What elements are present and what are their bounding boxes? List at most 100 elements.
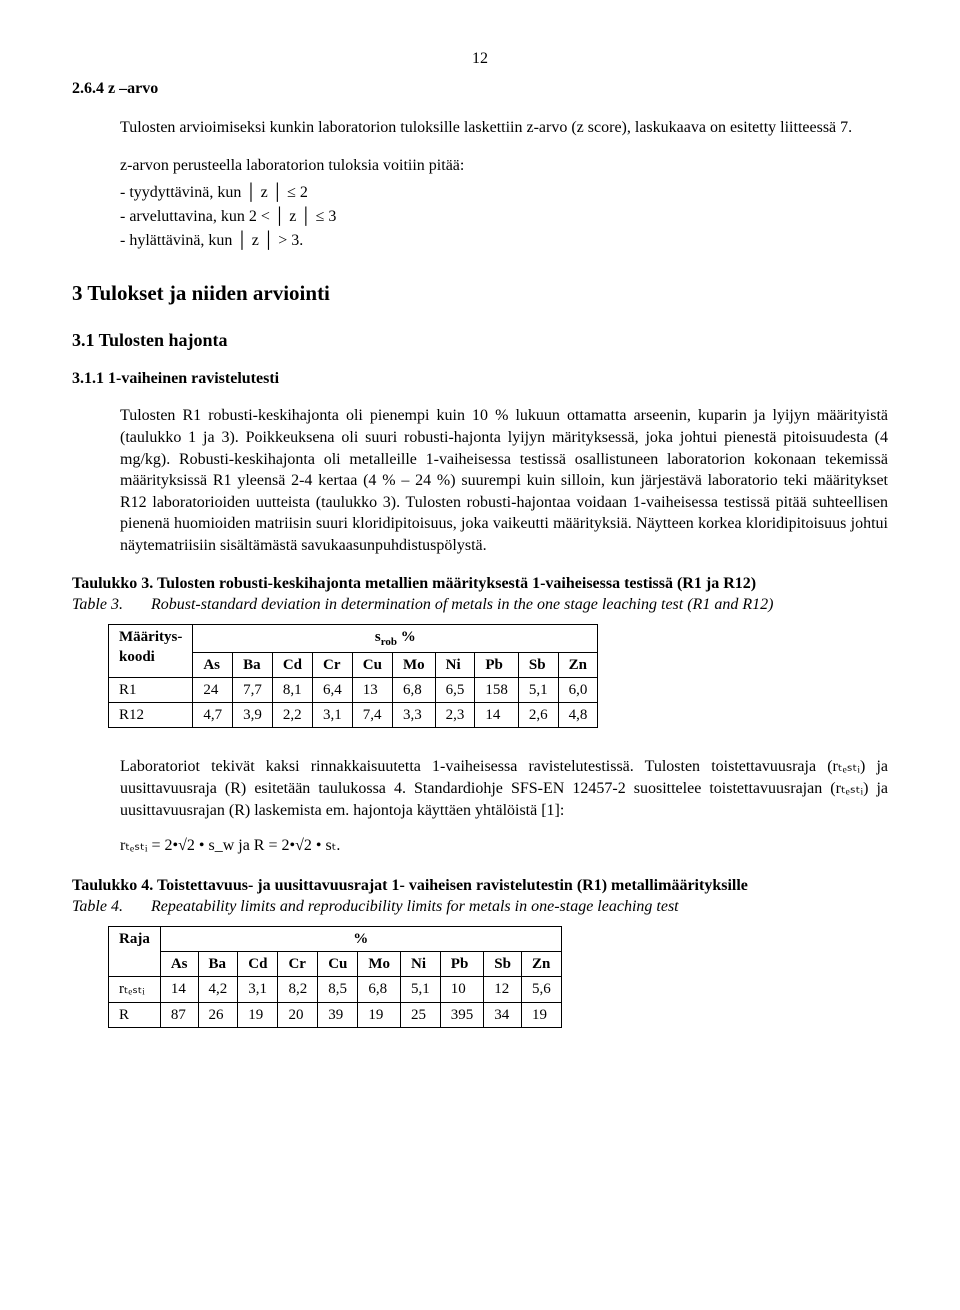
table3-col: Zn [558, 652, 598, 677]
table3-cell: 4,7 [193, 703, 233, 728]
table3-row: R1 24 7,7 8,1 6,4 13 6,8 6,5 158 5,1 6,0 [109, 677, 598, 702]
table3-col: Cd [272, 652, 312, 677]
para-264-2: z-arvon perusteella laboratorion tuloksi… [120, 155, 888, 177]
heading-31: 3.1 Tulosten hajonta [72, 328, 888, 352]
table4-cell: 5,1 [401, 977, 441, 1002]
table4-cell: 34 [484, 1002, 522, 1027]
table3-srob-header: srob % [193, 624, 598, 652]
table3-col: Ba [233, 652, 273, 677]
table3-cell: 6,8 [392, 677, 435, 702]
table4-col: Cd [238, 952, 278, 977]
table3-col: Ni [435, 652, 475, 677]
table4-caption-italic-text: Repeatability limits and reproducibility… [151, 898, 679, 915]
table4-col: Ni [401, 952, 441, 977]
mid-paragraph: Laboratoriot tekivät kaksi rinnakkaisuut… [120, 756, 888, 821]
table3-cell: 14 [475, 703, 519, 728]
table3-col: Cr [313, 652, 353, 677]
table3-caption: Taulukko 3. Tulosten robusti-keskihajont… [72, 573, 888, 616]
table4-raja-header: Raja [109, 926, 161, 977]
heading-3: 3 Tulokset ja niiden arviointi [72, 279, 888, 307]
table3-col: Sb [518, 652, 558, 677]
table4-cell: 3,1 [238, 977, 278, 1002]
page-number: 12 [72, 48, 888, 70]
para-264-1: Tulosten arvioimiseksi kunkin laboratori… [120, 117, 888, 139]
table3-row-label: R1 [109, 677, 193, 702]
table3-cell: 6,4 [313, 677, 353, 702]
table4-col: Ba [198, 952, 238, 977]
formula: rₜₑₛₜᵢ = 2•√2 • s_w ja R = 2•√2 • sₜ. [120, 835, 888, 857]
table4-col: As [160, 952, 198, 977]
table4-col: Zn [521, 952, 561, 977]
table4-cell: 25 [401, 1002, 441, 1027]
table4-pct-header: % [160, 926, 561, 951]
table4-caption-bold: Taulukko 4. Toistettavuus- ja uusittavuu… [72, 877, 748, 894]
table3-col: Cu [352, 652, 392, 677]
table4-cell: 19 [358, 1002, 401, 1027]
table3-cell: 7,7 [233, 677, 273, 702]
table3-row: R12 4,7 3,9 2,2 3,1 7,4 3,3 2,3 14 2,6 4… [109, 703, 598, 728]
table4-col: Cu [318, 952, 358, 977]
table3-cell: 3,3 [392, 703, 435, 728]
table4-col: Cr [278, 952, 318, 977]
table4-row: R 87 26 19 20 39 19 25 395 34 19 [109, 1002, 562, 1027]
bullet-item: arveluttavina, kun 2 < │ z │ ≤ 3 [120, 206, 888, 228]
table3-rowhdr2: koodi [119, 649, 155, 665]
table3-col: Mo [392, 652, 435, 677]
table3-cell: 158 [475, 677, 519, 702]
table4-col: Pb [440, 952, 484, 977]
para-311-body: Tulosten R1 robusti-keskihajonta oli pie… [120, 405, 888, 556]
table4-row: rₜₑₛₜᵢ 14 4,2 3,1 8,2 8,5 6,8 5,1 10 12 … [109, 977, 562, 1002]
table3-cell: 6,0 [558, 677, 598, 702]
table3-cell: 13 [352, 677, 392, 702]
bullet-list-264: tyydyttävinä, kun │ z │ ≤ 2 arveluttavin… [120, 182, 888, 251]
table3-caption-italic-label: Table 3. [72, 596, 123, 613]
table4-cell: 6,8 [358, 977, 401, 1002]
table4-cell: 39 [318, 1002, 358, 1027]
table4-cell: 8,2 [278, 977, 318, 1002]
table4-caption: Taulukko 4. Toistettavuus- ja uusittavuu… [72, 875, 888, 918]
table3-cell: 3,1 [313, 703, 353, 728]
srob-pct: % [397, 629, 416, 645]
table3-cell: 8,1 [272, 677, 312, 702]
table4-cell: 8,5 [318, 977, 358, 1002]
table3-cell: 7,4 [352, 703, 392, 728]
table3-cell: 5,1 [518, 677, 558, 702]
table3-cell: 24 [193, 677, 233, 702]
bullet-item: tyydyttävinä, kun │ z │ ≤ 2 [120, 182, 888, 204]
table4-cell: 20 [278, 1002, 318, 1027]
table3-caption-italic-text: Robust-standard deviation in determinati… [151, 594, 871, 616]
table4-cell: 19 [521, 1002, 561, 1027]
bullet-item: hylättävinä, kun │ z │ > 3. [120, 230, 888, 252]
table3: Määritys- koodi srob % As Ba Cd Cr Cu Mo… [108, 624, 598, 729]
table3-cell: 6,5 [435, 677, 475, 702]
table3-col: As [193, 652, 233, 677]
table4-col: Sb [484, 952, 522, 977]
table3-cell: 2,2 [272, 703, 312, 728]
table4-cell: 395 [440, 1002, 484, 1027]
table4: Raja % As Ba Cd Cr Cu Mo Ni Pb Sb Zn rₜₑ… [108, 926, 562, 1028]
table4-cell: 4,2 [198, 977, 238, 1002]
table3-cell: 4,8 [558, 703, 598, 728]
table3-rowhdr1: Määritys- [119, 629, 182, 645]
table4-col: Mo [358, 952, 401, 977]
table4-cell: 87 [160, 1002, 198, 1027]
table3-col: Pb [475, 652, 519, 677]
table4-cell: 19 [238, 1002, 278, 1027]
table3-cell: 2,3 [435, 703, 475, 728]
table3-cell: 3,9 [233, 703, 273, 728]
table4-row-label: rₜₑₛₜᵢ [109, 977, 161, 1002]
table4-cell: 26 [198, 1002, 238, 1027]
table4-cell: 12 [484, 977, 522, 1002]
table4-cell: 10 [440, 977, 484, 1002]
table4-caption-italic-label: Table 4. [72, 898, 123, 915]
table4-cell: 5,6 [521, 977, 561, 1002]
table3-caption-bold: Taulukko 3. Tulosten robusti-keskihajont… [72, 575, 756, 592]
table3-row-label: R12 [109, 703, 193, 728]
heading-264: 2.6.4 z –arvo [72, 78, 888, 100]
table4-cell: 14 [160, 977, 198, 1002]
srob-sub: rob [381, 636, 397, 648]
table4-col-header-row: As Ba Cd Cr Cu Mo Ni Pb Sb Zn [109, 952, 562, 977]
table4-row-label: R [109, 1002, 161, 1027]
table3-cell: 2,6 [518, 703, 558, 728]
heading-311: 3.1.1 1-vaiheinen ravistelutesti [72, 368, 888, 390]
